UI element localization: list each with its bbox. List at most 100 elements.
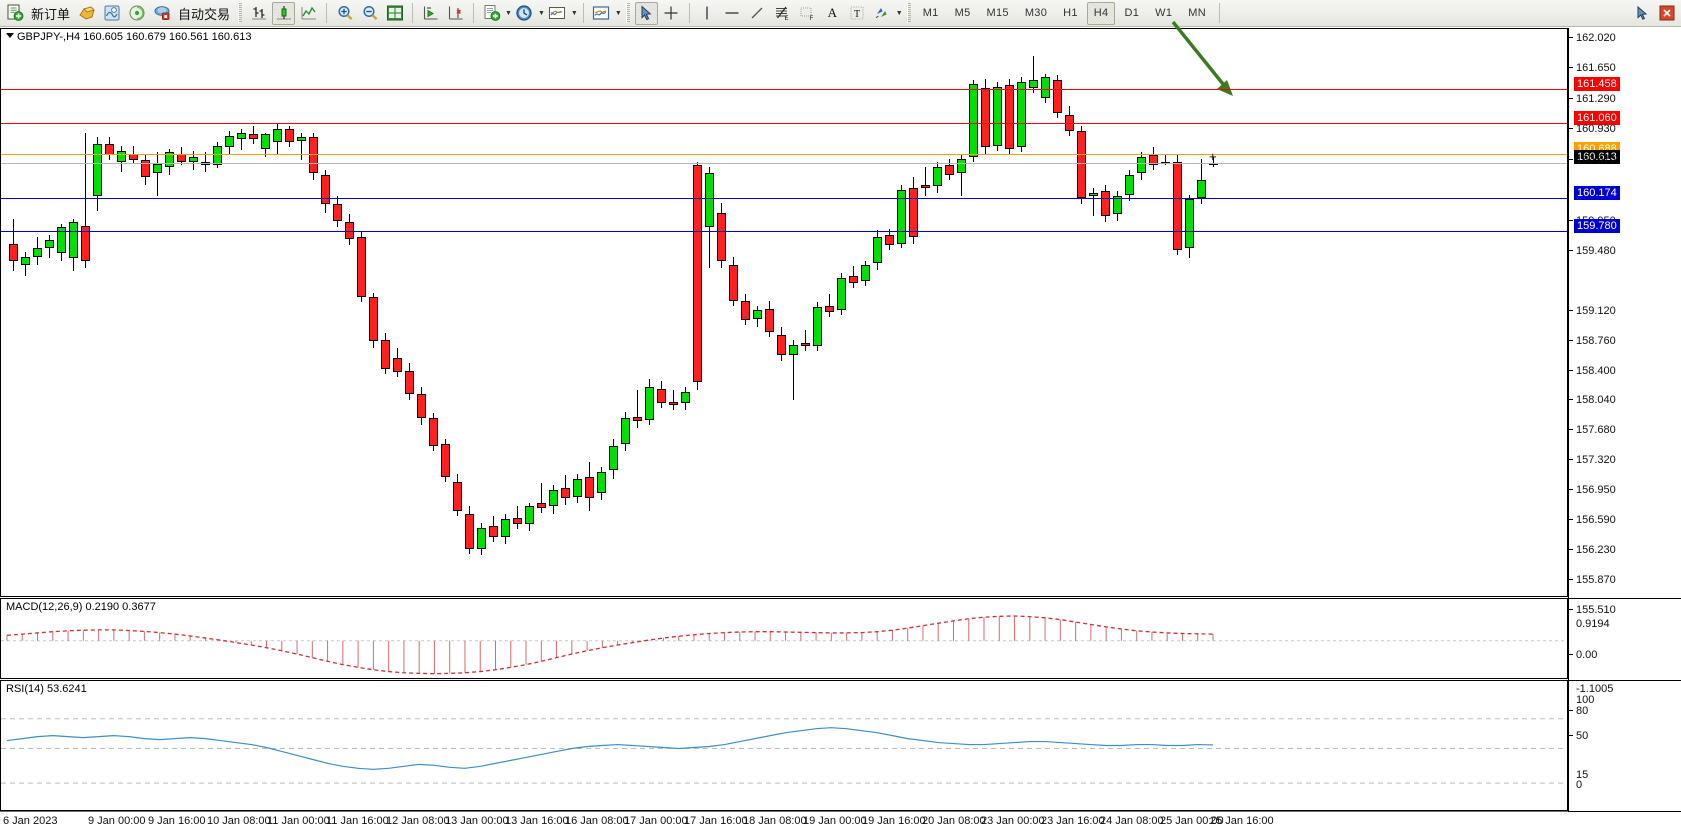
periodicity-button[interactable]	[513, 2, 536, 25]
candle-bullish	[573, 478, 582, 497]
toolbar-divider-3	[473, 3, 475, 23]
down-trend-arrow[interactable]	[1171, 20, 1233, 96]
periodicity-dropdown-caret[interactable]: ▼	[537, 9, 545, 17]
line-chart-button[interactable]	[297, 2, 320, 25]
price-axis-tick: 160.174	[1569, 186, 1681, 200]
pivot-line-160688[interactable]	[1, 154, 1567, 155]
indicators-button[interactable]	[546, 2, 569, 25]
timeframe-m30[interactable]: M30	[1018, 2, 1054, 25]
support-line-159780[interactable]	[1, 231, 1567, 232]
metaeditor-button[interactable]	[75, 2, 98, 25]
tick-mark	[1569, 67, 1573, 68]
zoom-in-button[interactable]	[333, 2, 356, 25]
price-level-badge[interactable]: 160.613	[1574, 150, 1620, 164]
candle-bearish	[141, 160, 150, 177]
toolbar-overflow-button[interactable]	[1630, 2, 1653, 25]
crosshair-tool[interactable]	[660, 2, 683, 25]
toolbar-grip-3[interactable]	[906, 3, 911, 23]
timeframe-d1[interactable]: D1	[1117, 2, 1146, 25]
candle-bearish	[249, 134, 258, 140]
templates-dropdown-caret[interactable]: ▼	[614, 9, 622, 17]
price-axis-tick: 158.760	[1569, 335, 1681, 347]
timeframe-m15[interactable]: M15	[980, 2, 1016, 25]
price-level-badge[interactable]: 159.780	[1574, 219, 1620, 233]
price-axis-label: 100	[1576, 694, 1595, 706]
candle-bearish	[333, 204, 342, 221]
auto-scroll-button[interactable]	[419, 2, 442, 25]
price-axis-label: 160.930	[1576, 123, 1616, 135]
price-level-badge[interactable]: 161.060	[1574, 111, 1620, 125]
zoom-out-button[interactable]	[358, 2, 381, 25]
arrows-dropdown-caret[interactable]: ▼	[895, 9, 903, 17]
toolbar-grip-1[interactable]	[238, 3, 243, 23]
equidistant-channel-tool[interactable]: F	[796, 2, 819, 25]
chevron-down-icon[interactable]	[6, 33, 14, 38]
line-chart-icon	[301, 6, 316, 20]
candle-bearish	[801, 343, 810, 347]
price-level-badge[interactable]: 160.174	[1574, 186, 1620, 200]
candle-bullish	[153, 163, 162, 174]
toolbar-divider-4	[582, 3, 584, 23]
macd-title: MACD(12,26,9) 0.2190 0.3677	[6, 601, 156, 613]
fibonacci-retracement-tool[interactable]: E	[771, 2, 794, 25]
toolbar-grip-2[interactable]	[625, 3, 630, 23]
price-level-badge[interactable]: 161.458	[1574, 77, 1620, 91]
price-axis-tick: 161.290	[1569, 93, 1681, 105]
price-axis[interactable]: 162.020 161.650 161.458 161.290 161.060 160.9…	[1568, 28, 1681, 811]
tile-windows-button[interactable]	[383, 2, 406, 25]
trendline-tool[interactable]	[746, 2, 769, 25]
bar-chart-button[interactable]	[247, 2, 270, 25]
horizontal-line-tool[interactable]	[721, 2, 744, 25]
timeframe-h1[interactable]: H1	[1056, 2, 1085, 25]
signals-button[interactable]	[125, 2, 148, 25]
tick-mark	[1569, 459, 1573, 460]
time-axis-label: 10 Jan 08:00	[207, 815, 271, 827]
vertical-line-tool[interactable]	[696, 2, 719, 25]
candle-bullish	[933, 166, 942, 187]
text-label-tool[interactable]: T	[846, 2, 869, 25]
text-tool[interactable]: A	[821, 2, 844, 25]
time-axis-label: 23 Jan 00:00	[981, 815, 1045, 827]
time-axis-label: 25 Jan 16:00	[1210, 815, 1274, 827]
timeframe-w1[interactable]: W1	[1148, 2, 1179, 25]
indicators-dropdown-caret[interactable]: ▼	[570, 9, 578, 17]
time-axis-label: 17 Jan 16:00	[684, 815, 748, 827]
rsi-pane[interactable]: RSI(14) 53.6241	[0, 680, 1568, 811]
new-chart-button[interactable]	[480, 2, 503, 25]
time-axis-label: 25 Jan 00:00	[1160, 815, 1224, 827]
templates-button[interactable]	[590, 2, 613, 25]
candle-bearish	[9, 243, 18, 262]
current-price-line[interactable]	[1, 163, 1567, 164]
candle-bullish	[1029, 80, 1038, 89]
resistance-line-161458[interactable]	[1, 89, 1567, 90]
support-line-160174[interactable]	[1, 198, 1567, 199]
resistance-line-161060[interactable]	[1, 123, 1567, 124]
cursor-tool[interactable]	[634, 1, 658, 25]
arrows-tool[interactable]	[871, 2, 894, 25]
time-axis-label: 17 Jan 00:00	[624, 815, 688, 827]
price-axis-tick: 159.120	[1569, 305, 1681, 317]
candle-bullish	[1197, 179, 1206, 198]
price-axis-tick: 80	[1569, 705, 1681, 717]
time-axis-label: 18 Jan 08:00	[743, 815, 807, 827]
candle-bullish	[93, 143, 102, 197]
candlestick-icon	[276, 6, 291, 20]
candlestick-chart-button[interactable]	[272, 1, 296, 25]
candle-bearish	[453, 481, 462, 512]
timeframe-m1[interactable]: M1	[916, 2, 946, 25]
time-axis[interactable]: 6 Jan 2023 9 Jan 00:00 9 Jan 16:00 10 Jan 0…	[0, 811, 1568, 832]
timeframe-m5[interactable]: M5	[948, 2, 978, 25]
timeframe-mn[interactable]: MN	[1181, 2, 1213, 25]
macd-pane[interactable]: MACD(12,26,9) 0.2190 0.3677	[0, 598, 1568, 679]
chart-annotations	[1171, 20, 1233, 96]
chart-shift-button[interactable]	[444, 2, 467, 25]
tick-mark	[1569, 340, 1573, 341]
new-order-button[interactable]	[3, 2, 26, 25]
main-chart-pane[interactable]: GBPJPY-,H4 160.605 160.679 160.561 160.6…	[0, 20, 1568, 597]
navigator-button[interactable]	[100, 2, 123, 25]
autotrading-button[interactable]	[150, 2, 173, 25]
new-chart-dropdown-caret[interactable]: ▼	[505, 9, 512, 17]
timeframe-h4[interactable]: H4	[1086, 1, 1116, 25]
toolbar-close-button[interactable]	[1655, 2, 1678, 25]
